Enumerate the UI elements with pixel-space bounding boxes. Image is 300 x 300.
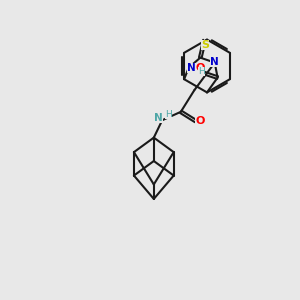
Text: H: H [198,67,205,76]
Text: S: S [201,40,209,50]
Text: O: O [196,63,205,73]
Text: N: N [210,57,219,67]
Text: N: N [154,113,163,123]
Text: N: N [187,63,196,73]
Text: O: O [195,116,205,126]
Text: H: H [165,110,172,119]
